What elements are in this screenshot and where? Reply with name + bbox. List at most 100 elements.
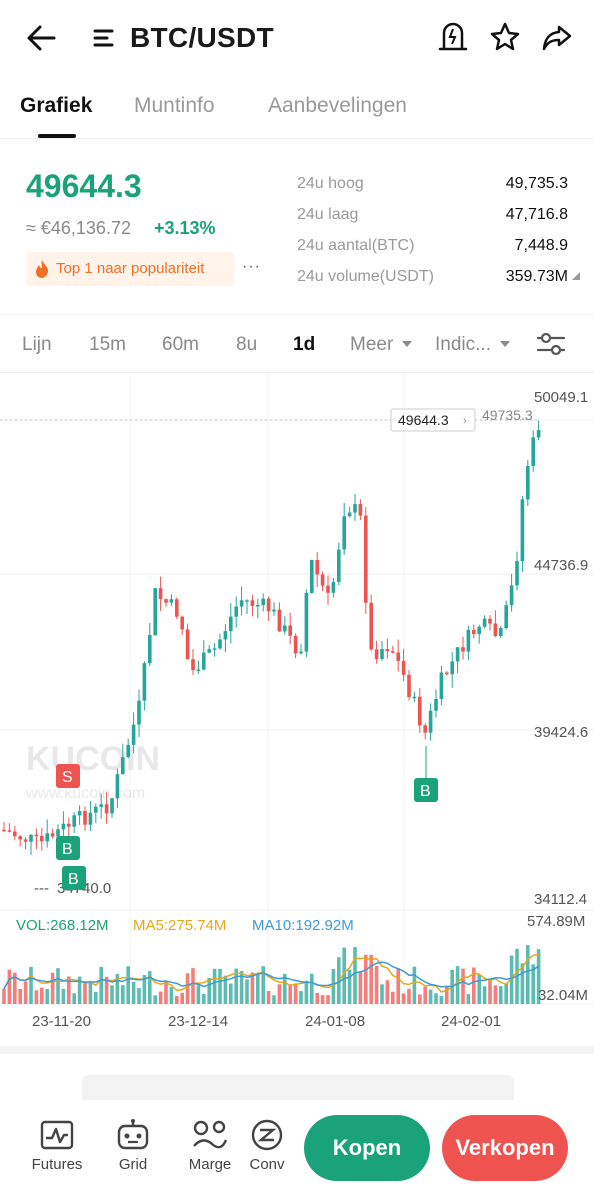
current-price-tag (390, 408, 476, 432)
volume-bar (342, 947, 346, 1004)
candle-body (374, 649, 379, 660)
signal-buy-badge: B (56, 836, 80, 860)
candle-body (7, 830, 12, 832)
candle-body (13, 831, 17, 837)
candles (2, 420, 541, 855)
candle-body (369, 602, 373, 650)
volume-bar (99, 966, 103, 1004)
candle-body (56, 829, 60, 837)
nav-margin[interactable]: Marge (175, 1118, 245, 1173)
nav-convert[interactable]: Conv (242, 1118, 292, 1173)
candle-body (131, 724, 136, 745)
candle-body (504, 605, 508, 629)
candle-body (18, 836, 22, 840)
candle-body (61, 823, 66, 830)
last-price: 49644.3 (26, 168, 142, 204)
interval-1d[interactable]: 1d (293, 334, 316, 355)
candle-body (418, 696, 422, 726)
popularity-badge[interactable]: Top 1 naar populariteit (26, 252, 234, 286)
pair-title[interactable]: BTC/USDT (130, 22, 274, 53)
candle-body (310, 560, 314, 593)
price-axis-label: 34112.4 (534, 891, 587, 908)
more-icon[interactable]: ··· (242, 258, 261, 275)
price-change: +3.13% (154, 218, 216, 238)
buy-button[interactable]: Kopen (304, 1115, 430, 1181)
active-tab-indicator (38, 134, 76, 138)
interval-8h[interactable]: 8u (236, 334, 258, 355)
volume-bar (115, 973, 120, 1004)
candle-body (315, 560, 319, 575)
candle-body (428, 710, 433, 733)
candle-body (423, 725, 427, 733)
interval-60m[interactable]: 60m (162, 334, 199, 355)
candle-body (83, 811, 87, 825)
candle-body (212, 648, 217, 650)
margin-icon (193, 1120, 228, 1149)
candle-body (461, 647, 465, 652)
svg-text:B: B (62, 841, 73, 858)
volume-bar (223, 975, 228, 1004)
candle-body (509, 585, 514, 606)
volume-bar (234, 968, 238, 1004)
nav-grid[interactable]: Grid (98, 1118, 168, 1173)
share-icon[interactable] (540, 20, 574, 54)
price-alert-icon[interactable] (436, 20, 470, 54)
volume-bar (153, 995, 157, 1004)
volume-bar (61, 988, 66, 1004)
candle-body (455, 647, 460, 662)
candle-body (29, 834, 33, 842)
section-divider (0, 1046, 594, 1054)
candle-body (40, 835, 44, 842)
tab-aanbevelingen[interactable]: Aanbevelingen (268, 94, 407, 117)
candlestick-chart[interactable]: KUCOIN www.kucoin.com 50049.1 44736.9 39… (0, 374, 594, 1034)
chart-settings-icon[interactable] (535, 330, 567, 358)
volume-bar (439, 995, 444, 1004)
candle-body (153, 588, 157, 636)
vol-min-label: 32.04M (538, 987, 588, 1004)
high-marker: 49735.3 (482, 407, 533, 423)
volume-bar (239, 971, 244, 1004)
candle-body (261, 598, 265, 605)
stat-value-amount: 7,448.9 (514, 237, 568, 254)
volume-bar (175, 995, 179, 1004)
interval-15m[interactable]: 15m (89, 334, 126, 355)
star-icon[interactable] (488, 20, 522, 54)
candle-body (121, 757, 125, 775)
tab-grafiek[interactable]: Grafiek (20, 94, 93, 117)
candle-body (67, 823, 71, 827)
watermark-url: www.kucoin.com (25, 785, 145, 802)
convert-icon (251, 1119, 283, 1151)
tab-muntinfo[interactable]: Muntinfo (134, 94, 215, 117)
candle-body (531, 437, 535, 466)
sell-button[interactable]: Verkopen (442, 1115, 568, 1181)
nav-label: Marge (188, 1156, 232, 1173)
candle-body (169, 599, 174, 603)
candle-body (299, 651, 303, 654)
candle-body (2, 829, 6, 832)
volume-bar (110, 985, 114, 1004)
ma10-label: MA10:192.92M (252, 917, 354, 934)
menu-icon[interactable] (92, 26, 118, 50)
candle-body (358, 504, 363, 516)
volume-bar (385, 980, 390, 1004)
nav-futures[interactable]: Futures (22, 1118, 92, 1173)
volume-bar (121, 985, 125, 1004)
indicators-dropdown[interactable]: Indic... (435, 334, 491, 355)
back-arrow-icon[interactable] (24, 22, 60, 54)
stat-value-volume[interactable]: 359.73M (505, 268, 568, 285)
stat-label-low: 24u laag (297, 206, 359, 223)
candle-body (196, 669, 201, 672)
volume-bar (18, 988, 22, 1004)
interval-more[interactable]: Meer (350, 334, 394, 355)
interval-line[interactable]: Lijn (22, 334, 52, 355)
svg-text:B: B (68, 871, 79, 888)
current-price-tag-text: 49644.3 (398, 412, 449, 428)
candle-body (283, 625, 287, 632)
volume-bar (531, 964, 535, 1004)
candle-body (477, 626, 481, 635)
candle-body (439, 672, 444, 699)
price-axis-label: 50049.1 (534, 389, 588, 406)
volume-bar (455, 966, 460, 1004)
stat-label-amount: 24u aantal(BTC) (297, 237, 415, 254)
candle-body (115, 774, 120, 799)
